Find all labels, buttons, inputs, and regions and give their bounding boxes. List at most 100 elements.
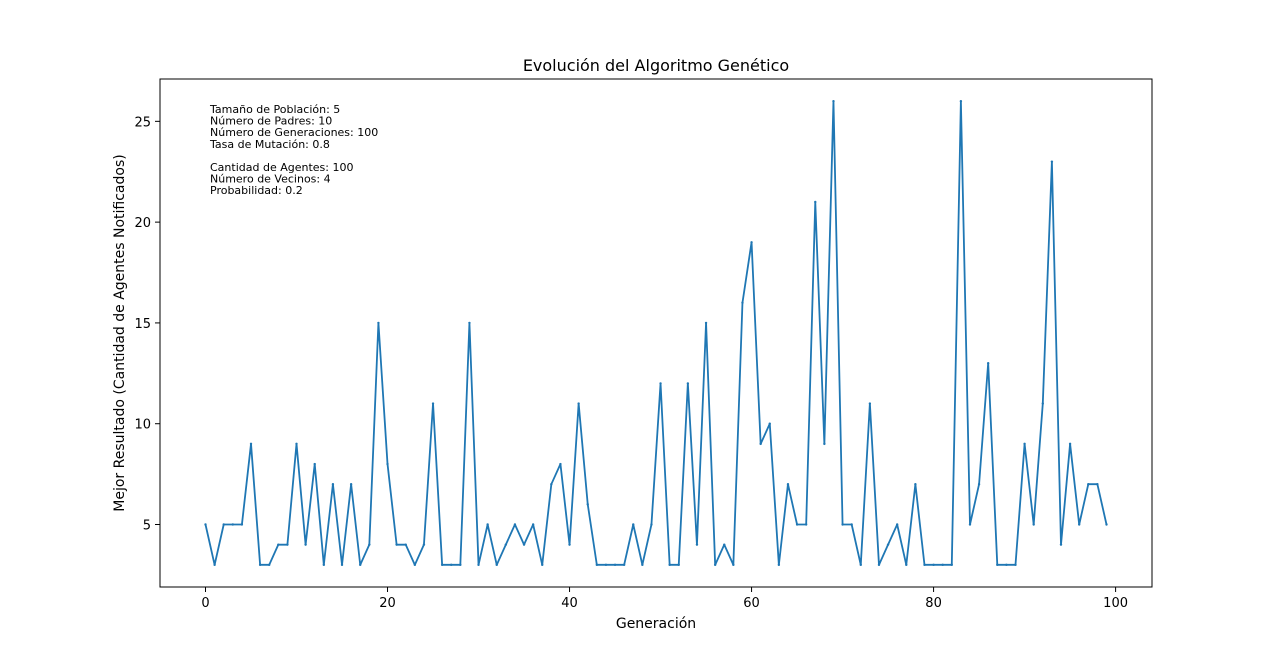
data-point — [495, 563, 498, 567]
x-tick-label: 60 — [743, 596, 760, 611]
data-point — [258, 563, 262, 567]
x-axis: 0 20 40 60 80 100 — [201, 587, 1128, 611]
data-point — [513, 523, 517, 526]
data-point — [349, 482, 353, 486]
plot-area-frame — [159, 78, 1153, 588]
data-point — [1023, 442, 1026, 446]
data-point — [559, 462, 562, 466]
data-point — [713, 563, 717, 567]
data-point — [895, 523, 899, 526]
data-point — [877, 563, 881, 567]
x-tick-label: 20 — [379, 596, 396, 611]
annotation-line: Número de Generaciones: 100 — [210, 126, 378, 139]
data-point — [1005, 563, 1008, 567]
data-point — [577, 402, 580, 405]
y-axis-label: Mejor Resultado (Cantidad de Agentes Not… — [112, 154, 128, 511]
data-point — [450, 563, 453, 567]
data-point — [923, 563, 926, 567]
data-point — [1032, 523, 1035, 526]
annotation-line: Número de Vecinos: 4 — [210, 173, 331, 186]
data-point — [832, 99, 835, 103]
data-point — [959, 99, 963, 103]
data-point — [950, 563, 953, 567]
data-point — [814, 200, 817, 204]
data-point — [677, 563, 680, 567]
data-point — [468, 321, 471, 325]
data-point — [650, 523, 653, 526]
x-tick-label: 40 — [561, 596, 578, 611]
series-line — [204, 100, 1108, 566]
annotation-line: Tasa de Mutación: 0.8 — [209, 138, 330, 151]
y-tick-label: 5 — [143, 519, 151, 534]
data-point — [440, 563, 444, 567]
data-point — [977, 482, 981, 486]
data-point — [914, 482, 917, 486]
chart-title: Evolución del Algoritmo Genético — [523, 56, 789, 75]
data-point — [786, 482, 790, 486]
data-point — [859, 563, 862, 567]
data-point — [759, 442, 762, 446]
y-tick-label: 10 — [134, 418, 151, 433]
data-point — [395, 543, 398, 546]
data-point — [322, 563, 326, 567]
data-point — [1014, 563, 1017, 567]
data-point — [340, 563, 344, 567]
data-point — [413, 563, 417, 567]
data-point — [622, 563, 626, 567]
data-point — [477, 563, 480, 567]
annotation-line: Probabilidad: 0.2 — [210, 184, 303, 197]
data-point — [1096, 482, 1099, 486]
data-point — [1087, 482, 1090, 486]
data-point — [641, 563, 644, 567]
data-point — [277, 543, 280, 546]
data-point — [1050, 160, 1054, 163]
data-point — [732, 563, 735, 567]
data-point — [304, 543, 307, 546]
data-point — [586, 503, 589, 506]
data-point — [522, 543, 526, 546]
data-point — [1059, 543, 1063, 546]
data-point — [295, 442, 298, 446]
data-point — [632, 523, 635, 526]
data-point — [804, 523, 808, 526]
data-point — [723, 543, 726, 546]
data-point — [386, 462, 389, 466]
data-point — [240, 523, 244, 526]
data-point — [868, 402, 872, 405]
data-point — [368, 543, 371, 546]
data-point — [459, 563, 462, 567]
data-point — [486, 523, 489, 526]
data-point — [249, 442, 253, 446]
data-point — [850, 523, 853, 526]
data-point — [331, 482, 335, 486]
data-point — [286, 543, 289, 546]
data-point — [823, 442, 826, 446]
x-tick-label: 100 — [1103, 596, 1128, 611]
data-point — [905, 563, 908, 567]
data-point — [1077, 523, 1081, 526]
data-point — [604, 563, 608, 567]
x-axis-label: Generación — [616, 616, 696, 632]
data-point — [231, 523, 235, 526]
data-point — [404, 543, 407, 546]
annotation-line: Número de Padres: 10 — [210, 115, 332, 128]
data-point — [268, 563, 271, 567]
data-point — [377, 321, 380, 325]
annotation-line: Cantidad de Agentes: 100 — [210, 161, 353, 174]
data-point — [313, 462, 316, 466]
data-point — [1105, 523, 1108, 526]
data-point — [541, 563, 544, 567]
data-point — [659, 382, 662, 385]
data-point — [741, 301, 744, 304]
data-point — [695, 543, 699, 546]
parameters-annotation: Tamaño de Población: 5 Número de Padres: … — [209, 103, 378, 197]
data-point — [795, 523, 799, 526]
data-point — [550, 482, 553, 486]
y-tick-label: 15 — [134, 317, 151, 332]
data-points — [204, 99, 1108, 567]
data-point — [841, 523, 844, 526]
data-point — [204, 523, 207, 526]
data-point — [968, 523, 972, 526]
data-point — [422, 543, 426, 546]
